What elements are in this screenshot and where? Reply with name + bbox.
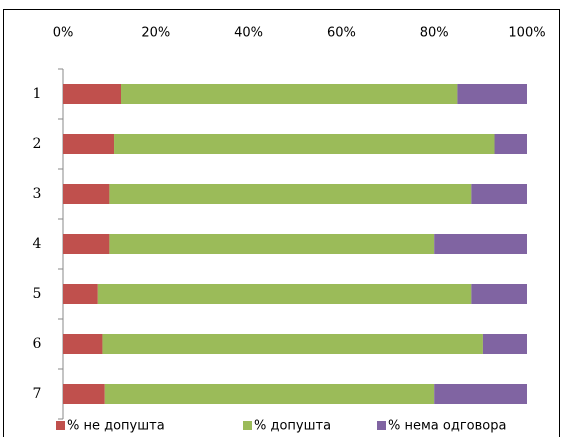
legend-label: % нема одговора <box>388 419 506 434</box>
bar-segment <box>434 234 527 254</box>
y-tick-label: 5 <box>33 286 42 302</box>
bar-segment <box>97 284 472 304</box>
legend-swatch <box>56 421 65 430</box>
x-tick-label: 40% <box>234 26 263 41</box>
bar-segment <box>63 234 110 254</box>
bar-segment <box>114 134 495 154</box>
bar-segment <box>63 284 98 304</box>
bar-segment <box>434 384 527 404</box>
x-tick-label: 60% <box>327 26 356 41</box>
y-tick-label: 6 <box>33 336 42 352</box>
chart-border <box>3 9 560 437</box>
bar-segment <box>121 84 458 104</box>
y-tick-label: 2 <box>33 136 42 152</box>
x-tick-label: 0% <box>53 26 74 41</box>
bar-segment <box>104 384 435 404</box>
bar-segment <box>494 134 527 154</box>
bar-segment <box>63 84 121 104</box>
y-tick-label: 7 <box>33 386 42 402</box>
y-tick-label: 3 <box>33 186 42 202</box>
bar-segment <box>63 184 110 204</box>
legend-label: % допушта <box>254 419 331 434</box>
bar-segment <box>63 334 103 354</box>
bar-segment <box>102 334 483 354</box>
y-tick-label: 4 <box>33 236 42 252</box>
bar-segment <box>471 184 527 204</box>
x-tick-label: 80% <box>420 26 449 41</box>
bar-segment <box>63 134 115 154</box>
y-tick-label: 1 <box>33 86 42 102</box>
x-tick-label: 100% <box>508 26 545 41</box>
bar-segment <box>471 284 527 304</box>
legend-swatch <box>377 421 386 430</box>
legend-label: % не допушта <box>67 419 165 434</box>
x-tick-label: 20% <box>141 26 170 41</box>
bar-segment <box>63 384 105 404</box>
bar-segment <box>109 234 435 254</box>
bar-segment <box>482 334 527 354</box>
bar-segment <box>457 84 527 104</box>
legend-swatch <box>243 421 252 430</box>
bar-segment <box>109 184 472 204</box>
